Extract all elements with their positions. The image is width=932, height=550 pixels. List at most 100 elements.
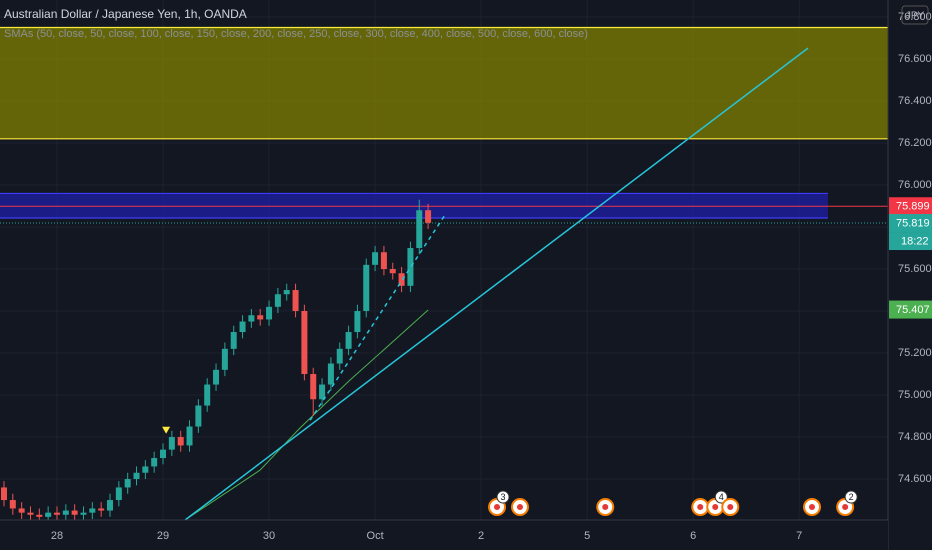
candle-body bbox=[160, 449, 167, 459]
candle-body bbox=[107, 500, 114, 511]
indicator-label[interactable]: SMAs (50, close, 50, close, 100, close, … bbox=[4, 28, 588, 40]
price-badge bbox=[889, 197, 932, 216]
candle-body bbox=[398, 273, 405, 286]
y-tick-label: 74.600 bbox=[898, 473, 932, 485]
event-dot bbox=[516, 504, 523, 510]
countdown-badge bbox=[889, 232, 932, 251]
y-tick-label: 75.600 bbox=[898, 263, 932, 275]
x-tick-label: 5 bbox=[584, 530, 590, 542]
candle-body bbox=[18, 508, 25, 513]
y-tick-label: 76.200 bbox=[898, 137, 932, 149]
candle-body bbox=[380, 252, 387, 270]
price-badge bbox=[889, 214, 932, 233]
candle-body bbox=[204, 384, 211, 406]
x-tick-label: 2 bbox=[478, 530, 484, 542]
trendline bbox=[184, 47, 809, 521]
candle-body bbox=[45, 512, 52, 517]
candle-body bbox=[80, 512, 87, 515]
time-axis bbox=[0, 520, 888, 550]
candle-body bbox=[354, 311, 361, 333]
zone bbox=[0, 193, 828, 218]
price-badge bbox=[889, 300, 932, 319]
event-count: 2 bbox=[849, 492, 854, 502]
price-badge-label: 75.407 bbox=[896, 304, 930, 316]
candle-body bbox=[301, 311, 308, 375]
candle-body bbox=[336, 348, 343, 364]
candle-body bbox=[319, 384, 326, 400]
event-dot bbox=[697, 504, 704, 510]
x-tick-label: 30 bbox=[263, 530, 275, 542]
candle-body bbox=[230, 332, 237, 349]
price-badge-label: 75.819 bbox=[896, 217, 930, 229]
candle-body bbox=[53, 512, 60, 515]
signal-marker bbox=[162, 426, 171, 434]
candle-body bbox=[327, 363, 334, 385]
candle-body bbox=[274, 294, 281, 307]
plot bbox=[0, 0, 888, 524]
event-dot bbox=[727, 504, 734, 510]
candle-body bbox=[248, 315, 255, 322]
sma-line bbox=[184, 309, 429, 521]
candle-body bbox=[292, 290, 299, 312]
overlay: 74.60074.80075.00075.20075.40075.60075.8… bbox=[51, 11, 932, 542]
x-tick-label: 6 bbox=[690, 530, 696, 542]
event-dot bbox=[842, 504, 849, 510]
y-tick-label: 76.400 bbox=[898, 95, 932, 107]
candle-body bbox=[186, 426, 193, 446]
event-badge bbox=[844, 490, 858, 504]
candle-body bbox=[151, 458, 158, 467]
candle-body bbox=[142, 466, 149, 473]
zone bbox=[0, 27, 888, 139]
candle-body bbox=[115, 487, 122, 501]
event-dot bbox=[494, 504, 501, 510]
y-tick-label: 76.000 bbox=[898, 179, 932, 191]
candle-body bbox=[221, 348, 228, 370]
candle-body bbox=[177, 437, 184, 446]
candle-body bbox=[425, 210, 432, 223]
price-axis bbox=[888, 0, 932, 550]
candle-body bbox=[27, 512, 34, 515]
candle-body bbox=[168, 437, 175, 450]
event-count: 3 bbox=[501, 492, 506, 502]
trendline bbox=[309, 214, 446, 421]
candle-body bbox=[0, 487, 7, 501]
candle-body bbox=[310, 374, 317, 400]
currency-label[interactable]: JPY bbox=[906, 11, 925, 22]
candle-body bbox=[372, 252, 379, 265]
currency-button[interactable] bbox=[901, 5, 929, 25]
candle-body bbox=[363, 264, 370, 312]
chart-title: Australian Dollar / Japanese Yen, 1h, OA… bbox=[4, 7, 247, 21]
x-tick-label: 28 bbox=[51, 530, 63, 542]
x-tick-label: 29 bbox=[157, 530, 169, 542]
candle-body bbox=[36, 514, 43, 517]
event-badge bbox=[714, 490, 728, 504]
candle-body bbox=[71, 510, 78, 515]
x-tick-label: Oct bbox=[367, 530, 384, 542]
price-badge-label: 75.899 bbox=[896, 201, 930, 213]
candle-body bbox=[98, 508, 105, 511]
countdown-label: 18:22 bbox=[901, 235, 929, 247]
event-dot bbox=[602, 504, 609, 510]
candle-body bbox=[62, 510, 69, 515]
event-dot bbox=[809, 504, 816, 510]
candle-body bbox=[9, 500, 16, 509]
candle-body bbox=[89, 508, 96, 513]
candle-body bbox=[345, 332, 352, 349]
candle-body bbox=[283, 290, 290, 295]
candle-body bbox=[239, 321, 246, 333]
candle-body bbox=[407, 248, 414, 286]
y-tick-label: 76.600 bbox=[898, 53, 932, 65]
candle-body bbox=[213, 369, 220, 385]
x-tick-label: 7 bbox=[796, 530, 802, 542]
event-dot bbox=[712, 504, 719, 510]
candle-body bbox=[195, 405, 202, 427]
y-tick-label: 74.800 bbox=[898, 431, 932, 443]
candle-body bbox=[416, 210, 423, 249]
y-tick-label: 75.200 bbox=[898, 347, 932, 359]
event-badge bbox=[496, 490, 510, 504]
y-tick-label: 76.800 bbox=[898, 11, 932, 23]
candle-body bbox=[124, 479, 131, 488]
candle-body bbox=[133, 472, 140, 480]
